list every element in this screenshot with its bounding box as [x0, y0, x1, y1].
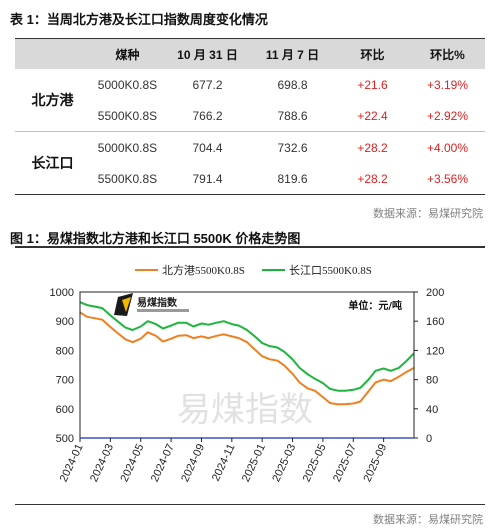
- oct31-cell: 766.2: [192, 108, 223, 123]
- y-left-tick-label: 900: [56, 316, 74, 328]
- coal-cell: 5000K0.8S: [90, 131, 165, 163]
- nov7-cell: 788.6: [277, 108, 308, 123]
- nov7-cell: 819.6: [277, 171, 308, 186]
- figure-title: 图 1：易煤指数北方港和长江口 5500K 价格走势图: [10, 231, 301, 246]
- y-right-tick-label: 160: [426, 316, 444, 328]
- chg-cell: +21.6: [357, 77, 388, 92]
- nov7-cell: 732.6: [250, 131, 335, 163]
- y-right-tick-label: 80: [426, 375, 438, 387]
- y-left-tick-label: 600: [56, 404, 74, 416]
- chg-cell: +28.2: [357, 171, 388, 186]
- x-tick-label: 2024-05: [119, 442, 147, 484]
- y-left-tick-label: 800: [56, 345, 74, 357]
- x-tick-label: 2024-01: [58, 442, 86, 484]
- x-tick-label: 2025-05: [301, 442, 329, 484]
- table-bottom-rule: [15, 194, 485, 195]
- oct31-cell: 704.4: [165, 131, 250, 163]
- header-port: [15, 39, 90, 69]
- header-chg: 环比: [335, 39, 410, 69]
- y-right-tick-label: 0: [426, 433, 432, 445]
- y-left-tick-label: 700: [56, 375, 74, 387]
- legend: 北方港5500K0.8S 长江口5500K0.8S: [135, 263, 372, 277]
- header-oct31: 10 月 31 日: [165, 39, 250, 69]
- x-tick-label: 2024-03: [88, 442, 116, 484]
- header-nov7: 11 月 7 日: [250, 39, 335, 69]
- logo-subline: [137, 309, 189, 312]
- table-title: 表 1：当周北方港及长江口指数周度变化情况: [10, 12, 268, 27]
- x-tick-label: 2024-11: [210, 442, 238, 483]
- table-row: 长江口 5000K0.8S 704.4 732.6 +28.2 +4.00%: [15, 131, 485, 194]
- x-tick-label: 2024-07: [149, 442, 177, 484]
- x-tick-label: 2025-09: [361, 442, 389, 484]
- pct-cell: +4.00%: [410, 131, 485, 163]
- legend-label-yangtze: 长江口5500K0.8S: [289, 264, 372, 277]
- pct-cell: +2.92%: [426, 108, 469, 123]
- logo-gold-mark: [122, 297, 131, 312]
- coal-cell: 5000K0.8S: [97, 77, 158, 92]
- x-tick-label: 2025-01: [240, 442, 268, 484]
- table-row: 5500K0.8S 791.4 819.6 +28.2 +3.56%: [15, 163, 485, 194]
- y-right-tick-label: 40: [426, 404, 438, 416]
- y-left-tick-label: 500: [56, 433, 74, 445]
- series-line-yangtze: [79, 301, 415, 392]
- figure-source: 数据来源：易煤研究院: [373, 514, 483, 526]
- legend-label-north: 北方港5500K0.8S: [162, 263, 245, 277]
- x-tick-label: 2024-09: [179, 442, 207, 484]
- table-row: 5500K0.8S 766.2 788.6 +22.4 +2.92%: [15, 100, 485, 132]
- y-right-tick-label: 120: [426, 345, 444, 357]
- figure-bottom-rule: [15, 504, 485, 505]
- logo-text: 易煤指数: [137, 296, 178, 309]
- chg-cell: +22.4: [357, 108, 388, 123]
- header-pct: 环比%: [410, 39, 485, 69]
- watermark: 易煤指数: [177, 390, 313, 430]
- pct-cell: +3.19%: [426, 77, 469, 92]
- table-source: 数据来源：易煤研究院: [373, 208, 483, 220]
- table-header-row: 煤种 10 月 31 日 11 月 7 日 环比 环比%: [15, 39, 485, 69]
- y-right-tick-label: 200: [426, 287, 444, 299]
- figure-top-rule: [15, 246, 485, 248]
- price-line-chart: 北方港5500K0.8S 长江口5500K0.8S 易煤指数 易煤指数 单位：元…: [50, 263, 445, 484]
- oct31-cell: 791.4: [192, 171, 223, 186]
- header-coal: 煤种: [90, 39, 165, 69]
- y-left-tick-label: 1000: [50, 287, 74, 299]
- oct31-cell: 677.2: [192, 77, 223, 92]
- price-table: 煤种 10 月 31 日 11 月 7 日 环比 环比% 北方港 5000K0.…: [15, 39, 485, 194]
- coal-cell: 5500K0.8S: [97, 171, 158, 186]
- table-row: 北方港 5000K0.8S 677.2 698.8 +21.6 +3.19%: [15, 69, 485, 109]
- pct-cell: +3.56%: [426, 171, 469, 186]
- chg-cell: +28.2: [335, 131, 410, 163]
- port-label: 北方港: [31, 92, 74, 108]
- coal-cell: 5500K0.8S: [97, 108, 158, 123]
- unit-label: 单位：元/吨: [348, 299, 402, 312]
- yimei-logo: 易煤指数: [114, 293, 189, 316]
- x-tick-label: 2025-07: [331, 442, 359, 484]
- nov7-cell: 698.8: [277, 77, 308, 92]
- port-label: 长江口: [15, 131, 90, 194]
- series-line-north: [79, 311, 415, 406]
- x-tick-label: 2025-03: [270, 442, 298, 484]
